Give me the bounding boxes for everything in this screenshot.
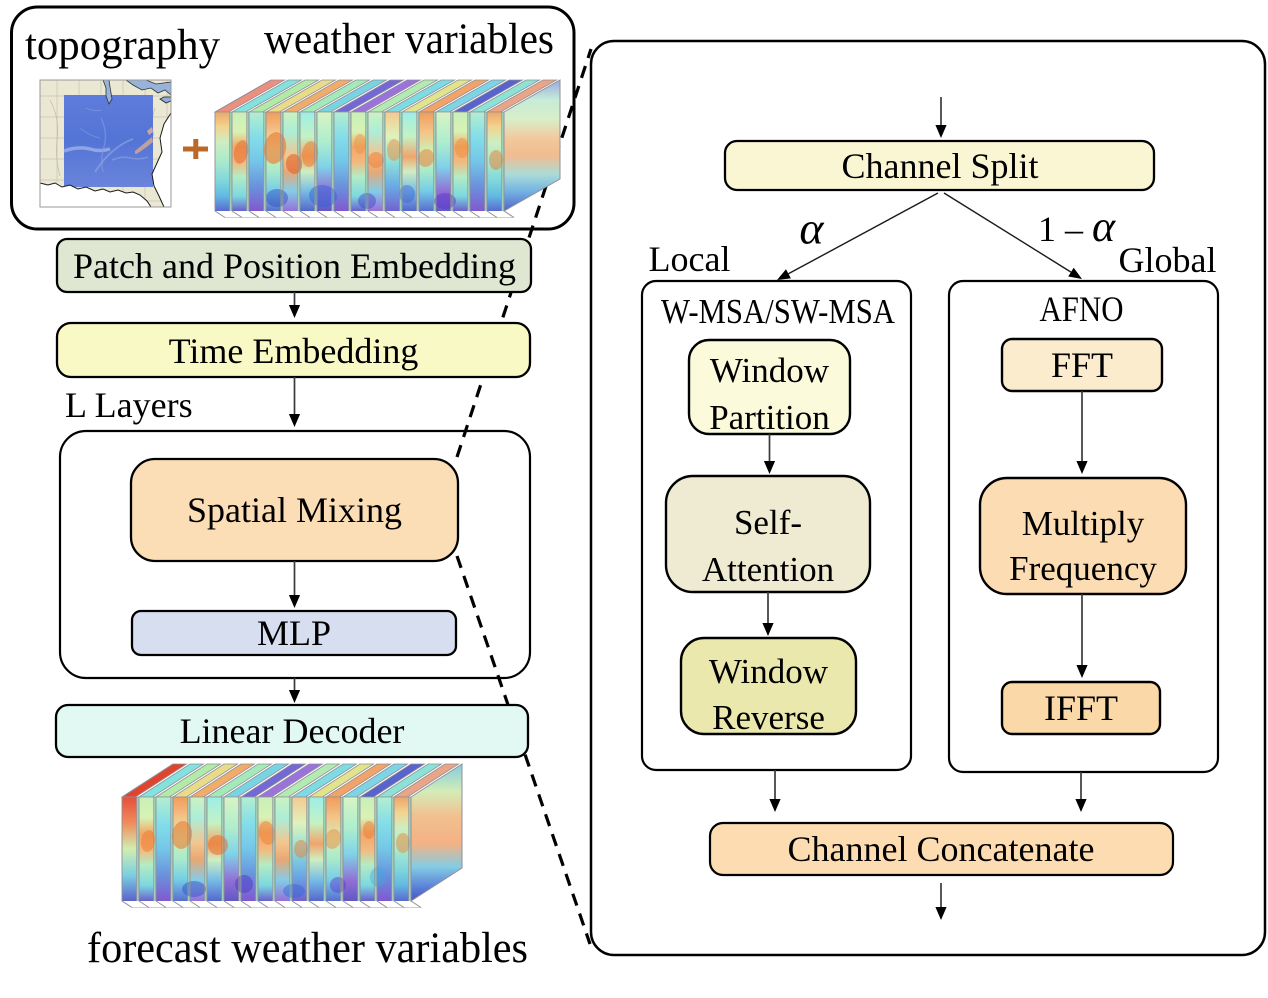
svg-text:Window: Window [710, 351, 830, 390]
svg-text:1 – α: 1 – α [1038, 202, 1116, 251]
svg-text:Attention: Attention [702, 550, 834, 589]
svg-text:Patch and Position Embedding: Patch and Position Embedding [73, 246, 516, 286]
svg-text:α: α [799, 203, 824, 254]
svg-text:Time Embedding: Time Embedding [169, 331, 419, 371]
svg-text:IFFT: IFFT [1044, 688, 1118, 728]
svg-text:Reverse: Reverse [712, 698, 825, 737]
svg-text:Partition: Partition [709, 398, 830, 437]
svg-text:Global: Global [1119, 240, 1217, 280]
svg-text:Spatial Mixing: Spatial Mixing [187, 490, 402, 530]
svg-text:L Layers: L Layers [65, 385, 193, 425]
svg-text:AFNO: AFNO [1040, 289, 1124, 329]
svg-text:Window: Window [709, 652, 829, 691]
svg-text:Linear Decoder: Linear Decoder [180, 711, 405, 751]
svg-text:Channel Concatenate: Channel Concatenate [788, 829, 1095, 869]
svg-text:Local: Local [649, 239, 731, 279]
svg-text:Self-: Self- [734, 503, 802, 542]
svg-text:FFT: FFT [1051, 345, 1113, 385]
svg-text:Frequency: Frequency [1009, 549, 1157, 588]
svg-text:forecast weather variables: forecast weather variables [87, 925, 528, 972]
svg-text:Multiply: Multiply [1022, 504, 1145, 543]
svg-text:topography: topography [25, 22, 220, 69]
svg-text:Channel Split: Channel Split [842, 146, 1039, 186]
svg-text:weather variables: weather variables [264, 16, 554, 63]
svg-text:MLP: MLP [257, 613, 331, 653]
svg-text:W-MSA/SW-MSA: W-MSA/SW-MSA [661, 292, 896, 331]
